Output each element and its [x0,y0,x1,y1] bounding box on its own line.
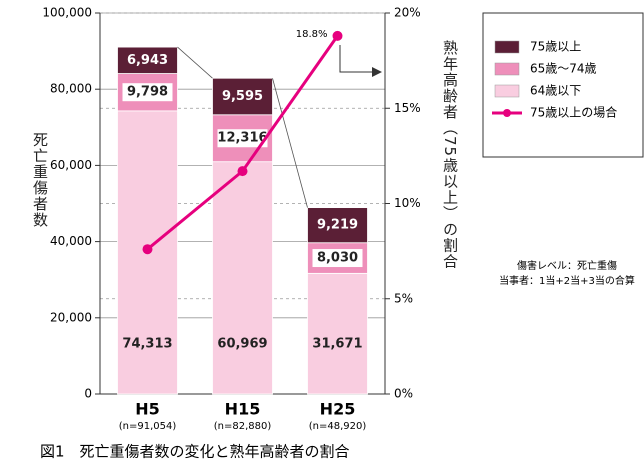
bar-segment [308,273,368,394]
data-label: 12,316 [217,131,267,146]
line-marker [238,166,248,176]
y-tick-label: 40,000 [50,234,92,248]
line-marker [143,244,153,254]
y2-tick-label: 5% [394,291,413,305]
y-tick-label: 0 [84,387,92,401]
legend-label: 65歳～74歳 [530,62,597,76]
y2-axis-label: 熟年高齢者（75歳以上）の割合 [440,40,461,269]
x-tick-label: H5 [135,400,160,419]
x-tick-note: (n=91,054) [119,421,177,432]
data-label: 8,030 [317,251,358,266]
data-label: 9,595 [222,89,263,104]
x-tick-note: (n=48,920) [309,421,367,432]
annotation: 傷害レベル：死亡重傷 [517,259,617,272]
y2-tick-label: 20% [394,6,421,20]
connector [178,47,213,78]
chart: 図1 死亡重傷者数の変化と熟年高齢者の割合 傷害レベル：死亡重傷 当事者：1当+… [0,0,644,469]
data-label: 9,219 [317,218,358,233]
data-label: 74,313 [122,337,172,352]
bar-segment [213,162,273,394]
data-label: 31,671 [312,337,362,352]
legend-label: 75歳以上 [530,40,581,54]
y2-tick-label: 10% [394,196,421,210]
x-tick-label: H25 [320,400,356,419]
data-label: 60,969 [217,337,267,352]
arrow [340,45,372,72]
y-tick-label: 60,000 [50,158,92,172]
y2-tick-label: 0% [394,387,413,401]
connector [273,78,308,207]
legend-marker [503,109,511,117]
data-label: 6,943 [127,53,168,68]
x-tick-note: (n=82,880) [214,421,272,432]
y-tick-label: 80,000 [50,82,92,96]
legend-swatch [495,41,519,53]
line-marker [333,31,343,41]
y2-tick-label: 15% [394,101,421,115]
legend-label: 64歳以下 [530,84,581,98]
data-label: 9,798 [127,85,168,100]
y-tick-label: 20,000 [50,310,92,324]
page: 図1 死亡重傷者数の変化と熟年高齢者の割合 傷害レベル：死亡重傷 当事者：1当+… [0,0,644,469]
y-tick-label: 100,000 [42,6,92,20]
y-axis-label: 死亡重傷者数 [30,132,51,228]
legend-label: 75歳以上の場合 [530,105,617,120]
annotation: 当事者：1当+2当+3当の合算 [499,274,635,287]
chart-title: 図1 死亡重傷者数の変化と熟年高齢者の割合 [40,443,350,461]
legend-swatch [495,63,519,75]
data-label: 18.8% [296,29,328,40]
legend-swatch [495,85,519,97]
arrow-head [372,67,382,77]
x-tick-label: H15 [225,400,261,419]
